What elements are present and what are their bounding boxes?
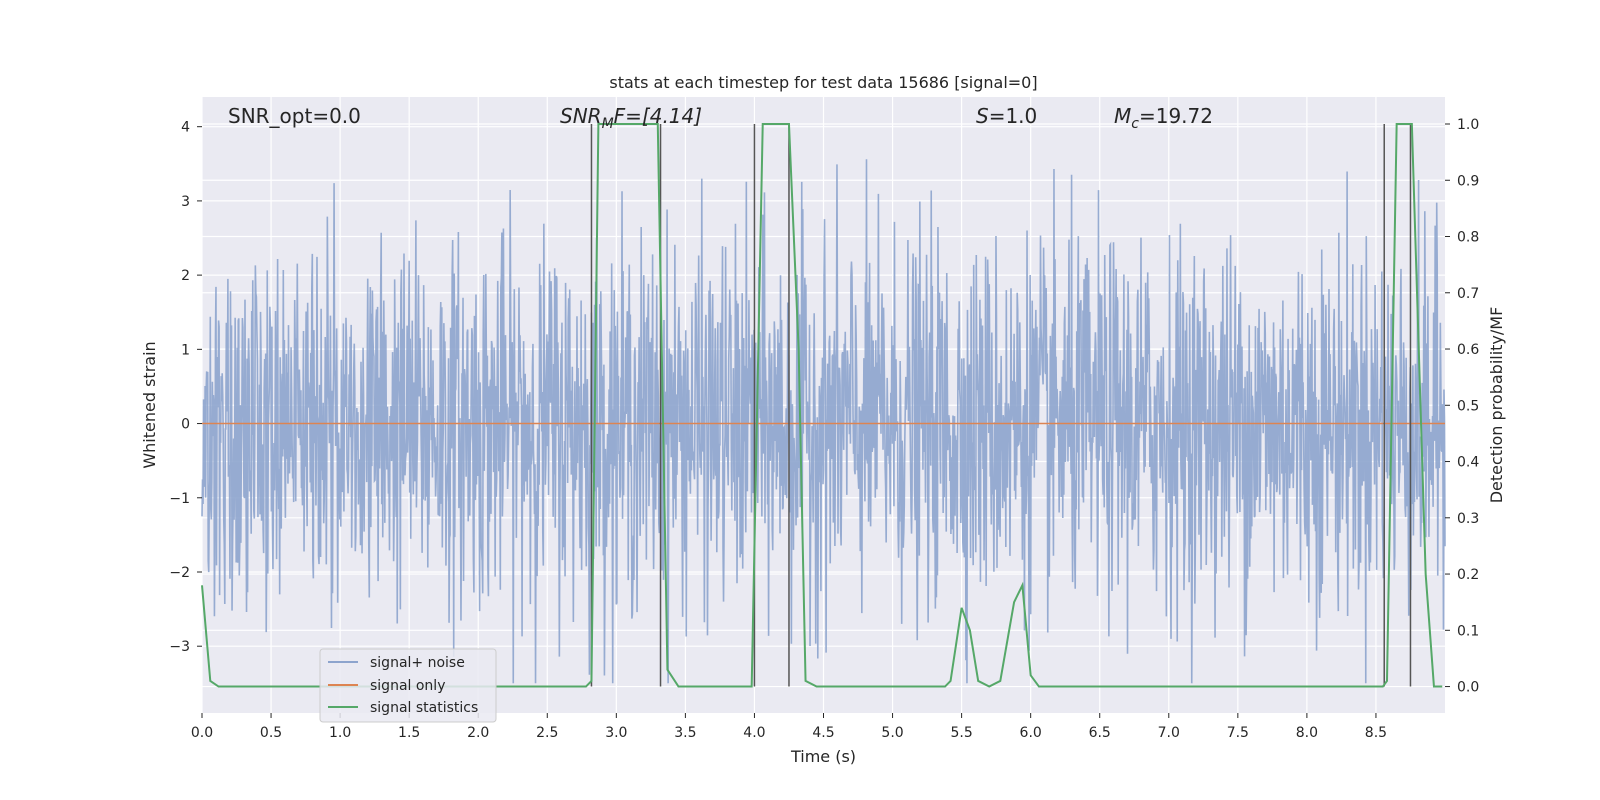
legend: signal+ noise signal only signal statist… [319, 648, 497, 723]
signal-statistics-series [201, 123, 1443, 688]
y-right-tick-label: 0.5 [1457, 398, 1479, 414]
y-left-tick-label: 3 [181, 194, 190, 210]
y-axis-label-right: Detection probability/MF [1487, 307, 1506, 504]
snr-mf-var: SNR [560, 104, 602, 128]
x-axis-label: Time (s) [790, 747, 856, 766]
mc-var: M [1114, 104, 1131, 128]
mc-sub: c [1131, 116, 1139, 132]
vertical-markers [590, 124, 1412, 687]
x-tick-label: 3.0 [605, 725, 627, 741]
x-tick-label: 1.0 [329, 725, 351, 741]
y-left-tick-label: −1 [169, 491, 190, 507]
y-left-tick-label: 2 [181, 268, 190, 284]
mc-value: =19.72 [1139, 104, 1213, 128]
annotation-s: S=1.0 [976, 104, 1037, 128]
y-left-tick-label: 0 [181, 417, 190, 433]
y-right-tick-label: 0.3 [1457, 511, 1479, 527]
y-right-tick-label: 1.0 [1457, 117, 1479, 133]
legend-label-signal-statistics: signal statistics [370, 700, 478, 716]
x-tick-label: 5.0 [881, 725, 903, 741]
y-right-tick-label: 0.1 [1457, 623, 1479, 639]
x-tick-label: 8.0 [1296, 725, 1318, 741]
y-right-tick-label: 0.0 [1457, 680, 1479, 696]
x-tick-label: 4.5 [812, 725, 834, 741]
annotation-mc: Mc=19.72 [1114, 104, 1213, 132]
s-var: S [976, 104, 989, 128]
x-tick-label: 6.5 [1089, 725, 1111, 741]
y-left-tick-label: 1 [181, 342, 190, 358]
y-right-tick-label: 0.4 [1457, 455, 1479, 471]
signal-statistics-line [201, 123, 1443, 688]
y-right-tick-label: 0.2 [1457, 567, 1479, 583]
x-tick-label: 1.5 [398, 725, 420, 741]
legend-box [319, 648, 497, 723]
snr-mf-rest: F=[4.14] [614, 104, 702, 128]
s-value: =1.0 [989, 104, 1038, 128]
x-tick-label: 2.5 [536, 725, 558, 741]
chart-title: stats at each timestep for test data 156… [609, 73, 1037, 92]
x-tick-label: 7.0 [1158, 725, 1180, 741]
legend-label-signal-only: signal only [370, 678, 445, 694]
x-tick-label: 0.5 [260, 725, 282, 741]
annotation-snr-mf: SNRMF=[4.14] [560, 104, 702, 132]
signal-noise-line [201, 159, 1446, 684]
y-left-tick-label: 4 [181, 120, 190, 136]
x-tick-label: 5.5 [950, 725, 972, 741]
ticks: 0.0 0.5 1.0 1.5 2.0 2.5 3.0 3.5 4.0 4.5 5.0 5.5 6.0 6… [169, 117, 1479, 741]
x-tick-label: 0.0 [191, 725, 213, 741]
x-tick-label: 8.5 [1365, 725, 1387, 741]
y-right-tick-label: 0.9 [1457, 173, 1479, 189]
snr-mf-sub: M [602, 116, 614, 132]
annotation-snr-opt: SNR_opt=0.0 [228, 104, 361, 128]
y-right-tick-label: 0.6 [1457, 342, 1479, 358]
x-tick-label: 3.5 [674, 725, 696, 741]
x-tick-label: 7.5 [1227, 725, 1249, 741]
y-right-tick-label: 0.8 [1457, 230, 1479, 246]
legend-label-signal-noise: signal+ noise [370, 655, 465, 671]
y-axis-label-left: Whitened strain [140, 341, 159, 468]
y-left-tick-label: −3 [169, 639, 190, 655]
signal-noise-series [201, 159, 1446, 684]
x-tick-label: 2.0 [467, 725, 489, 741]
y-left-tick-label: −2 [169, 565, 190, 581]
y-right-tick-label: 0.7 [1457, 286, 1479, 302]
x-tick-label: 6.0 [1020, 725, 1042, 741]
x-tick-label: 4.0 [743, 725, 765, 741]
